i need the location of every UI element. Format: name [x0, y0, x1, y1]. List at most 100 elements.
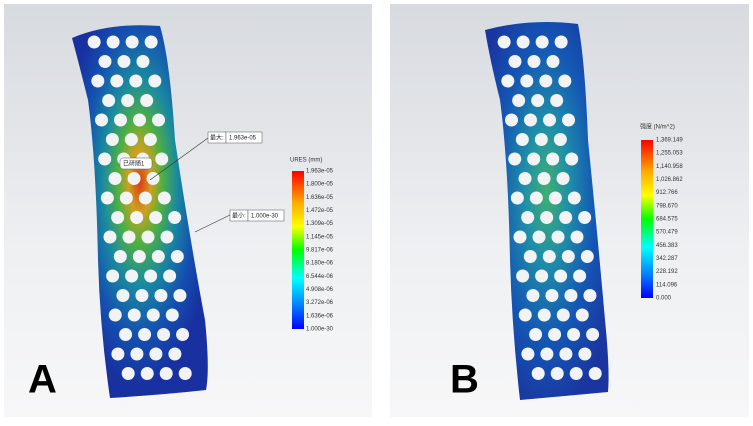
hole: [144, 35, 158, 49]
hole: [136, 55, 150, 68]
hole: [527, 55, 541, 68]
hole: [165, 308, 179, 322]
hole: [168, 347, 182, 361]
hole: [561, 250, 575, 263]
hole: [535, 269, 549, 283]
hole: [570, 230, 584, 244]
hole: [550, 367, 564, 380]
hole: [537, 172, 551, 185]
panel-label: A: [28, 358, 57, 402]
probe-label: 已研随1: [123, 160, 145, 168]
legend-tick-label: 912.766: [656, 190, 678, 196]
hole: [176, 328, 190, 341]
hole: [510, 191, 524, 205]
hole: [114, 113, 128, 127]
hole: [556, 308, 570, 322]
hole: [124, 133, 138, 146]
hole: [521, 347, 535, 361]
hole: [531, 94, 545, 107]
hole: [122, 230, 136, 244]
bone-b: [485, 22, 609, 400]
hole: [554, 269, 568, 283]
hole: [173, 289, 187, 302]
hole: [106, 35, 120, 49]
hole: [588, 367, 602, 380]
min-value: 1.000e-30: [251, 214, 279, 220]
hole: [515, 133, 529, 146]
hole: [87, 35, 101, 49]
hole: [526, 289, 540, 302]
hole: [520, 74, 534, 88]
colorbar: [292, 171, 304, 329]
hole: [540, 211, 554, 224]
legend-tick-label: 684.575: [656, 217, 678, 223]
hole: [545, 289, 559, 302]
legend-tick-label: 1,369.149: [656, 138, 683, 144]
hole: [548, 191, 562, 205]
hole: [567, 191, 581, 205]
hole: [110, 74, 124, 88]
legend-tick-label: 6.544e-06: [306, 274, 334, 280]
hole: [125, 269, 139, 283]
hole: [138, 191, 152, 205]
hole: [556, 172, 570, 185]
hole: [170, 250, 184, 263]
hole: [542, 250, 556, 263]
legend-tick-label: 342.287: [656, 256, 678, 262]
hole: [157, 328, 171, 341]
hole: [135, 289, 149, 302]
annotation-box: [247, 209, 285, 222]
hole: [103, 230, 117, 244]
legend-tick-label: 798.670: [656, 203, 678, 209]
hole: [117, 55, 131, 68]
hole: [501, 74, 515, 88]
hole: [91, 74, 105, 88]
max-value: 1.963e-05: [229, 136, 257, 142]
legend-tick-label: 1.636e-05: [306, 195, 334, 201]
legend-tick-label: 0.000: [656, 296, 672, 302]
hole: [562, 113, 576, 127]
hole: [121, 94, 135, 107]
legend-tick-label: 8.180e-06: [306, 261, 334, 267]
hole: [146, 172, 160, 185]
hole: [532, 230, 546, 244]
legend-title: 强度 (N/m^2): [640, 123, 675, 131]
hole: [102, 94, 116, 107]
hole: [524, 113, 538, 127]
hole: [140, 94, 154, 107]
hole: [564, 289, 578, 302]
legend-tick-label: 114.096: [656, 282, 678, 288]
legend-tick-label: 1.145e-05: [306, 234, 334, 240]
hole: [558, 74, 572, 88]
hole: [100, 191, 114, 205]
hole: [155, 152, 169, 166]
hole: [531, 367, 545, 380]
hole: [539, 74, 553, 88]
hole: [160, 230, 174, 244]
legend-tick-label: 1,026.862: [656, 177, 683, 183]
hole: [565, 152, 579, 166]
hole: [108, 308, 122, 322]
hole: [152, 113, 166, 127]
hole: [146, 308, 160, 322]
hole: [157, 191, 171, 205]
hole: [127, 172, 141, 185]
hole: [151, 250, 165, 263]
hole: [95, 113, 109, 127]
hole: [540, 347, 554, 361]
hole: [113, 250, 127, 263]
hole: [133, 113, 147, 127]
hole: [580, 250, 594, 263]
hole: [546, 55, 560, 68]
legend-tick-label: 1,140.958: [656, 164, 683, 170]
hole: [149, 211, 163, 224]
hole: [111, 347, 125, 361]
hole: [497, 35, 511, 49]
legend-tick-label: 1,255.053: [656, 151, 683, 157]
hole: [513, 230, 527, 244]
legend-tick-label: 1.000e-30: [306, 327, 334, 333]
legend-tick-label: 9.817e-06: [306, 248, 334, 254]
hole: [106, 269, 120, 283]
hole: [583, 289, 597, 302]
